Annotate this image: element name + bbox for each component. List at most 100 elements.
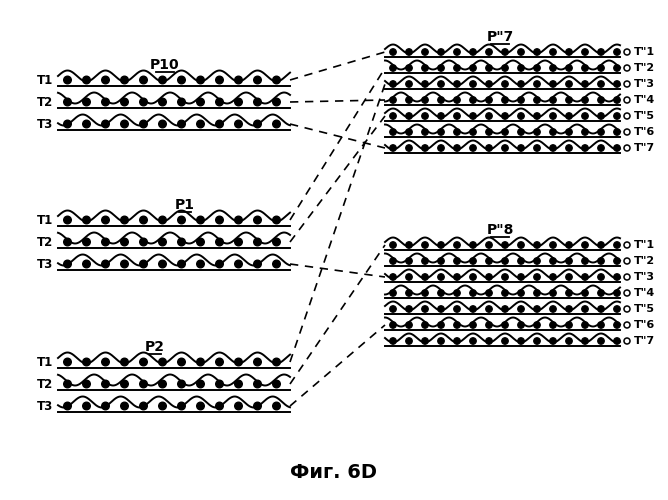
Circle shape xyxy=(159,358,166,366)
Circle shape xyxy=(566,290,572,296)
Circle shape xyxy=(454,274,460,280)
Circle shape xyxy=(598,65,604,71)
Circle shape xyxy=(598,129,604,135)
Circle shape xyxy=(273,402,281,410)
Circle shape xyxy=(159,380,166,388)
Circle shape xyxy=(390,97,396,103)
Circle shape xyxy=(196,238,204,246)
Circle shape xyxy=(405,258,412,264)
Circle shape xyxy=(178,402,185,410)
Text: T"6: T"6 xyxy=(634,127,655,137)
Circle shape xyxy=(390,338,396,344)
Circle shape xyxy=(102,238,110,246)
Circle shape xyxy=(614,322,620,328)
Text: T"6: T"6 xyxy=(634,320,655,330)
Circle shape xyxy=(83,76,90,84)
Circle shape xyxy=(390,49,396,55)
Circle shape xyxy=(178,380,185,388)
Circle shape xyxy=(159,76,166,84)
Circle shape xyxy=(614,306,620,312)
Circle shape xyxy=(63,402,71,410)
Circle shape xyxy=(273,380,281,388)
Circle shape xyxy=(566,274,572,280)
Circle shape xyxy=(102,260,110,268)
Circle shape xyxy=(550,145,556,151)
Circle shape xyxy=(550,322,556,328)
Circle shape xyxy=(405,242,412,248)
Circle shape xyxy=(102,120,110,128)
Text: Фиг. 6D: Фиг. 6D xyxy=(291,463,377,482)
Circle shape xyxy=(140,402,148,410)
Circle shape xyxy=(216,98,223,106)
Circle shape xyxy=(454,113,460,119)
Circle shape xyxy=(582,129,589,135)
Circle shape xyxy=(216,216,223,224)
Circle shape xyxy=(422,145,428,151)
Text: P1: P1 xyxy=(175,198,195,212)
Circle shape xyxy=(550,81,556,87)
Circle shape xyxy=(486,242,492,248)
Circle shape xyxy=(254,238,261,246)
Text: P10: P10 xyxy=(150,58,180,72)
Circle shape xyxy=(534,274,540,280)
Circle shape xyxy=(502,290,508,296)
Circle shape xyxy=(518,145,524,151)
Circle shape xyxy=(566,97,572,103)
Circle shape xyxy=(438,306,444,312)
Circle shape xyxy=(566,113,572,119)
Text: T"2: T"2 xyxy=(634,63,655,73)
Circle shape xyxy=(159,402,166,410)
Circle shape xyxy=(486,113,492,119)
Circle shape xyxy=(390,129,396,135)
Text: T"5: T"5 xyxy=(634,111,655,121)
Circle shape xyxy=(390,322,396,328)
Circle shape xyxy=(502,65,508,71)
Circle shape xyxy=(63,76,71,84)
Circle shape xyxy=(273,260,281,268)
Circle shape xyxy=(234,358,242,366)
Circle shape xyxy=(121,98,128,106)
Circle shape xyxy=(422,306,428,312)
Circle shape xyxy=(196,98,204,106)
Circle shape xyxy=(63,216,71,224)
Circle shape xyxy=(550,49,556,55)
Circle shape xyxy=(598,274,604,280)
Circle shape xyxy=(582,97,589,103)
Circle shape xyxy=(486,322,492,328)
Circle shape xyxy=(598,322,604,328)
Circle shape xyxy=(614,274,620,280)
Circle shape xyxy=(486,65,492,71)
Circle shape xyxy=(140,358,148,366)
Circle shape xyxy=(614,290,620,296)
Circle shape xyxy=(470,81,476,87)
Circle shape xyxy=(454,242,460,248)
Circle shape xyxy=(454,290,460,296)
Circle shape xyxy=(390,306,396,312)
Circle shape xyxy=(83,120,90,128)
Circle shape xyxy=(518,258,524,264)
Circle shape xyxy=(254,98,261,106)
Circle shape xyxy=(438,81,444,87)
Circle shape xyxy=(614,49,620,55)
Circle shape xyxy=(598,306,604,312)
Circle shape xyxy=(550,258,556,264)
Circle shape xyxy=(234,216,242,224)
Circle shape xyxy=(534,65,540,71)
Circle shape xyxy=(102,380,110,388)
Circle shape xyxy=(405,274,412,280)
Circle shape xyxy=(83,402,90,410)
Circle shape xyxy=(534,338,540,344)
Circle shape xyxy=(518,242,524,248)
Circle shape xyxy=(598,113,604,119)
Circle shape xyxy=(121,380,128,388)
Circle shape xyxy=(178,216,185,224)
Circle shape xyxy=(121,76,128,84)
Circle shape xyxy=(534,129,540,135)
Circle shape xyxy=(550,242,556,248)
Circle shape xyxy=(534,242,540,248)
Circle shape xyxy=(273,238,281,246)
Circle shape xyxy=(518,129,524,135)
Circle shape xyxy=(405,306,412,312)
Circle shape xyxy=(582,49,589,55)
Circle shape xyxy=(405,145,412,151)
